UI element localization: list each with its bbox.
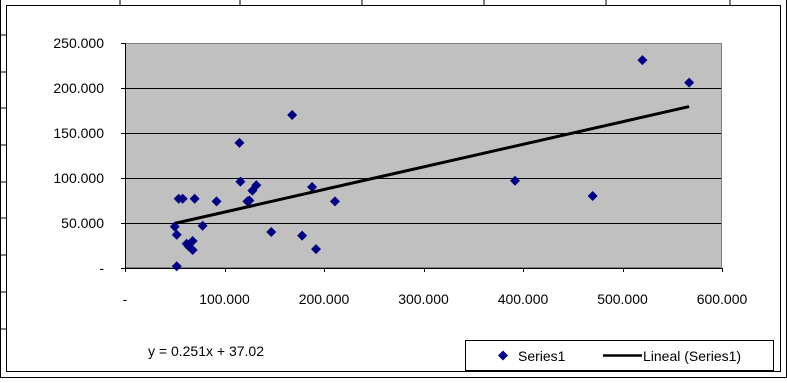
x-tick-label-6: 600.000: [697, 291, 748, 307]
x-tick-label-3: 300.000: [398, 291, 449, 307]
plot-background: [125, 43, 722, 268]
x-tick-label-1: 100.000: [199, 291, 250, 307]
data-point-0-23: [329, 196, 340, 207]
data-point-0-0: [169, 221, 180, 232]
y-tick-label-2: 100.000: [53, 170, 104, 186]
data-point-0-2: [171, 261, 182, 272]
x-tick-label-4: 400.000: [498, 291, 549, 307]
legend-box: [465, 340, 774, 371]
legend-series1-marker: [498, 350, 508, 361]
y-tick-label-0: -: [99, 260, 104, 276]
data-point-0-11: [211, 196, 222, 207]
data-point-0-26: [637, 55, 648, 66]
legend-trendline-label: Lineal (Series1): [643, 348, 741, 364]
data-point-0-15: [244, 195, 255, 206]
data-point-0-19: [287, 110, 298, 120]
data-point-0-20: [297, 230, 308, 241]
data-point-0-10: [197, 220, 208, 231]
y-axis-ticks: - 50.000 100.000 150.000 200.000 250.000: [53, 35, 125, 276]
y-tick-label-1: 50.000: [61, 215, 104, 231]
trendline: [174, 105, 690, 225]
x-tick-label-5: 500.000: [597, 291, 648, 307]
data-point-0-1: [171, 229, 182, 240]
x-tick-label-0: -: [123, 291, 128, 307]
data-point-0-17: [251, 180, 262, 191]
data-point-0-22: [311, 244, 322, 255]
x-axis-ticks: - 100.000 200.000 300.000 400.000 500.000 600.…: [123, 268, 748, 307]
data-point-0-27: [684, 77, 695, 88]
legend-series1-label: Series1: [518, 348, 566, 364]
y-tick-label-5: 250.000: [53, 35, 104, 51]
data-point-0-12: [234, 137, 245, 148]
plot-area: [121, 43, 722, 272]
data-point-0-18: [266, 227, 277, 237]
data-point-0-24: [510, 175, 521, 186]
data-point-0-4: [177, 193, 188, 204]
y-tick-label-3: 150.000: [53, 125, 104, 141]
x-tick-label-2: 200.000: [299, 291, 350, 307]
data-point-0-25: [587, 191, 598, 201]
legend: Series1 Lineal (Series1): [465, 340, 774, 371]
y-tick-label-4: 200.000: [53, 80, 104, 96]
data-point-0-9: [189, 193, 200, 204]
data-point-0-7: [187, 236, 198, 246]
trendline-equation: y = 0.251x + 37.02: [148, 343, 264, 359]
data-point-0-13: [235, 176, 246, 187]
data-point-0-21: [307, 182, 318, 192]
data-point-0-8: [187, 245, 198, 255]
